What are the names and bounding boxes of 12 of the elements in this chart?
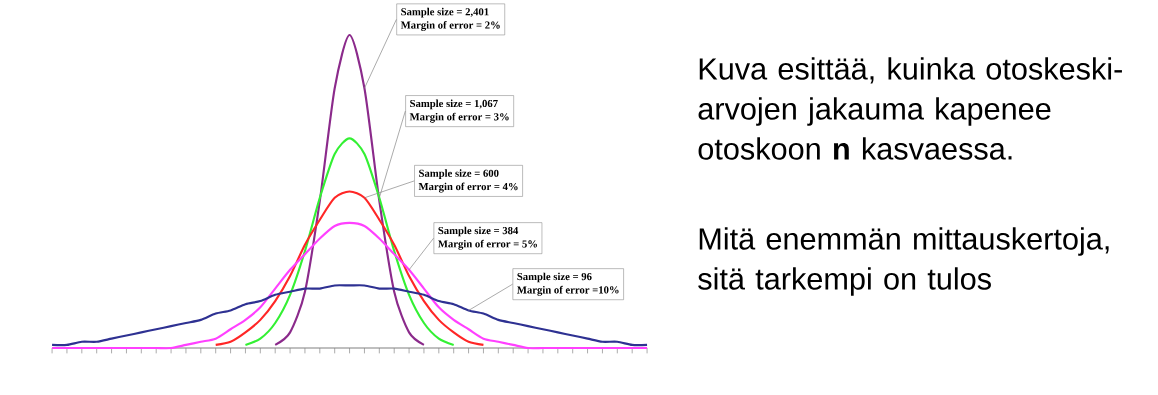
- annotation: Margin of error = 5%: [438, 239, 537, 250]
- annotation: Sample size = 600: [419, 169, 499, 180]
- text: Margin of error = 2%: [400, 21, 500, 31]
- annotation: Margin of error = 4%: [418, 182, 518, 193]
- annotation: Margin of error =10%: [517, 285, 619, 296]
- text: Sample size = 2,401: [401, 7, 489, 18]
- annotation: Sample size = 96: [517, 272, 592, 283]
- annotation: Sample size = 1,067: [410, 99, 498, 110]
- annotation: Sample size = 384: [438, 226, 519, 237]
- annotation: Margin of error = 3%: [409, 112, 509, 123]
- text: Kuva esittää, kuinka otoskeski-arvojen jakauma kapenee otoskoon n kasvaessa.: [698, 57, 1122, 160]
- text: Mitä enemmän mittauskertoja, sitä tarkempi on tulos: [698, 227, 1109, 296]
